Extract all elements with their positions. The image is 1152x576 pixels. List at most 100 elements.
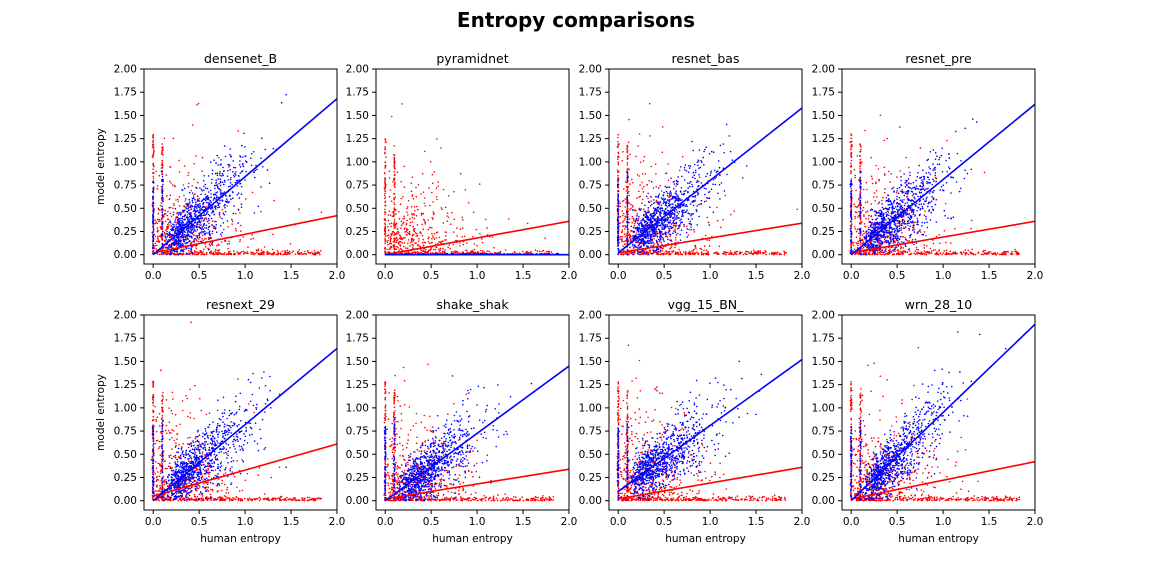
- data-point: [180, 212, 183, 214]
- data-point: [260, 186, 262, 188]
- data-point: [390, 225, 392, 228]
- data-point: [394, 186, 396, 188]
- data-point: [276, 249, 279, 252]
- data-point: [448, 244, 451, 246]
- data-point: [232, 160, 234, 162]
- data-point: [160, 171, 163, 173]
- data-point: [693, 163, 696, 166]
- data-point: [393, 234, 396, 237]
- data-point: [270, 253, 272, 255]
- data-point: [648, 102, 651, 105]
- data-point: [210, 243, 213, 246]
- data-point: [682, 215, 684, 217]
- data-point: [628, 233, 631, 235]
- data-point: [663, 210, 665, 212]
- data-point: [211, 224, 213, 226]
- data-point: [723, 190, 726, 192]
- data-point: [152, 202, 155, 204]
- x-tick-label: 2.0: [329, 270, 346, 282]
- data-point: [180, 222, 183, 224]
- data-point: [665, 250, 667, 253]
- data-point: [617, 183, 619, 186]
- data-point: [252, 151, 255, 153]
- data-point: [617, 196, 619, 199]
- data-point: [185, 247, 188, 250]
- data-point: [411, 213, 414, 216]
- data-point: [390, 238, 392, 240]
- data-point: [229, 164, 231, 167]
- data-point: [482, 250, 484, 252]
- data-point: [171, 226, 174, 229]
- data-point: [638, 175, 641, 177]
- data-point: [465, 250, 468, 252]
- data-point: [440, 240, 442, 243]
- data-point: [202, 228, 205, 230]
- data-point: [623, 253, 625, 255]
- data-point: [424, 197, 426, 199]
- data-point: [700, 160, 702, 162]
- data-point: [384, 188, 386, 190]
- data-point: [484, 218, 487, 221]
- x-tick-label: 0.5: [191, 270, 208, 282]
- data-point: [663, 240, 665, 243]
- data-point: [453, 190, 455, 193]
- data-point: [205, 213, 208, 215]
- x-tick-label: 2.0: [794, 270, 811, 282]
- data-point: [479, 233, 481, 235]
- data-point: [389, 235, 392, 238]
- data-point: [393, 202, 395, 204]
- data-point: [397, 246, 399, 249]
- data-point: [166, 233, 168, 235]
- data-point: [224, 252, 226, 254]
- data-point: [200, 207, 202, 210]
- data-point: [638, 251, 641, 253]
- data-point: [226, 175, 229, 177]
- data-point: [227, 163, 229, 166]
- series-blue-points: [151, 93, 287, 256]
- y-tick-label: 0.50: [346, 203, 369, 215]
- data-point: [245, 170, 247, 173]
- data-point: [250, 251, 252, 253]
- data-point: [694, 171, 697, 174]
- data-point: [626, 224, 629, 226]
- data-point: [716, 253, 718, 255]
- data-point: [208, 202, 211, 205]
- data-point: [202, 209, 204, 212]
- data-point: [464, 189, 467, 191]
- data-point: [442, 250, 444, 253]
- data-point: [384, 242, 387, 245]
- data-point: [639, 229, 642, 231]
- data-point: [180, 219, 182, 222]
- data-point: [656, 232, 659, 235]
- data-point: [674, 231, 677, 234]
- data-point: [229, 182, 232, 184]
- data-point: [219, 202, 221, 205]
- data-point: [687, 187, 689, 189]
- data-point: [696, 161, 699, 163]
- data-point: [738, 252, 741, 255]
- data-point: [617, 184, 619, 187]
- data-point: [219, 252, 221, 254]
- data-point: [621, 236, 624, 238]
- data-point: [432, 182, 434, 184]
- data-point: [431, 252, 434, 254]
- data-point: [698, 215, 700, 218]
- data-point: [155, 221, 157, 224]
- data-point: [636, 227, 639, 230]
- data-point: [417, 208, 419, 211]
- data-point: [650, 233, 652, 235]
- data-point: [390, 222, 393, 225]
- data-point: [227, 251, 230, 253]
- data-point: [166, 218, 169, 221]
- data-point: [400, 248, 403, 251]
- data-point: [169, 194, 171, 197]
- data-point: [240, 251, 243, 253]
- data-point: [413, 229, 415, 232]
- data-point: [655, 239, 658, 242]
- data-point: [641, 223, 643, 226]
- data-point: [688, 164, 690, 167]
- data-point: [414, 232, 417, 234]
- data-point: [641, 202, 643, 204]
- data-point: [160, 252, 163, 255]
- data-point: [177, 226, 179, 229]
